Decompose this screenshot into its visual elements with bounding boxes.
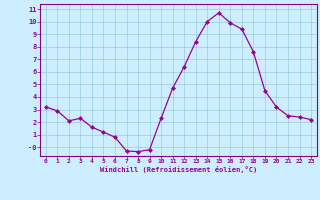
X-axis label: Windchill (Refroidissement éolien,°C): Windchill (Refroidissement éolien,°C) [100, 166, 257, 173]
